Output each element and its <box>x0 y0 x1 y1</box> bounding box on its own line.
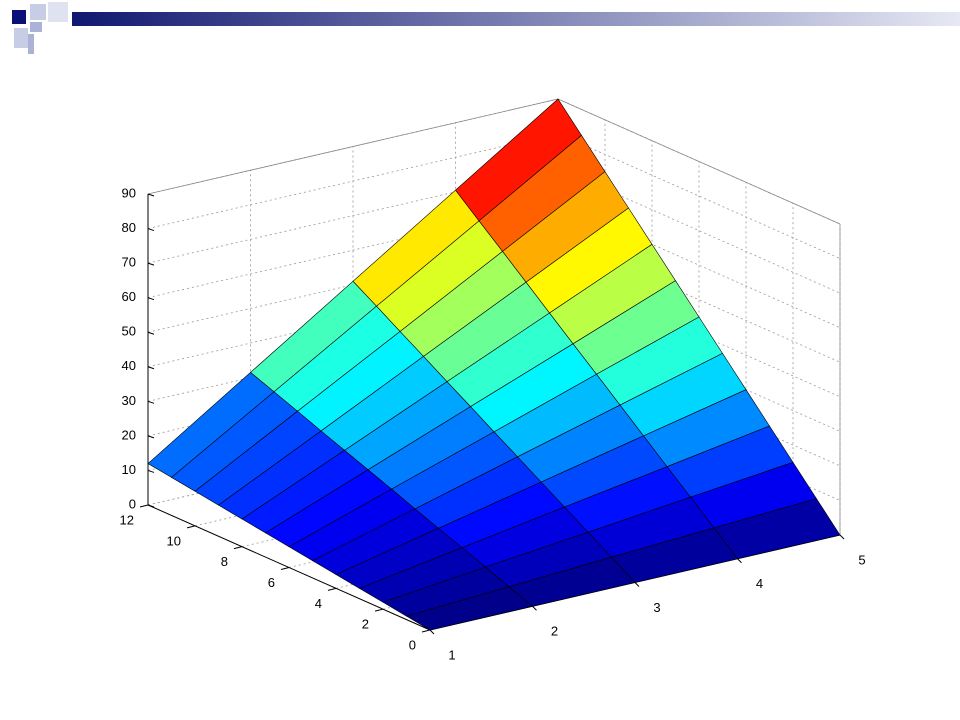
z-tick-label: 30 <box>122 393 136 408</box>
z-tick <box>147 193 155 197</box>
x-tick-label: 2 <box>551 624 558 639</box>
y-tick-label: 2 <box>362 617 369 632</box>
z-tick-label: 90 <box>122 185 136 200</box>
surface-face <box>405 586 534 631</box>
z-tick <box>147 504 155 508</box>
y-tick-label: 12 <box>120 512 134 527</box>
y-tick <box>421 629 431 633</box>
decor-square <box>30 4 46 20</box>
z-tick-label: 70 <box>122 255 136 270</box>
x-tick-label: 5 <box>858 552 865 567</box>
y-tick-label: 10 <box>167 533 181 548</box>
x-tick <box>429 629 435 635</box>
z-tick-label: 50 <box>122 324 136 339</box>
y-tick <box>233 546 243 550</box>
x-tick-label: 1 <box>448 647 455 662</box>
decor-square <box>14 28 28 48</box>
z-tick <box>147 435 155 439</box>
x-tick-label: 4 <box>756 576 763 591</box>
z-tick <box>147 297 155 301</box>
z-tick <box>147 400 155 404</box>
title-bar <box>72 12 960 26</box>
z-tick <box>147 228 155 232</box>
z-tick <box>147 469 155 473</box>
z-tick <box>147 262 155 266</box>
x-tick <box>634 582 640 587</box>
grid-line <box>147 133 559 229</box>
z-tick-label: 0 <box>129 496 136 511</box>
z-tick <box>147 366 155 370</box>
z-tick-label: 40 <box>122 358 136 373</box>
y-tick <box>139 504 149 508</box>
z-tick-label: 80 <box>122 220 136 235</box>
x-tick <box>737 558 742 564</box>
y-tick <box>186 525 196 529</box>
z-tick-label: 10 <box>122 462 136 477</box>
y-tick-label: 8 <box>221 554 228 569</box>
x-tick <box>532 605 537 611</box>
y-tick <box>327 587 337 591</box>
decor-square <box>30 22 42 32</box>
box-edge <box>147 98 559 195</box>
y-tick-label: 4 <box>315 596 322 611</box>
box-edge <box>557 98 841 225</box>
z-tick-label: 20 <box>122 427 136 442</box>
decor-square <box>48 2 68 22</box>
y-tick <box>280 567 290 570</box>
x-tick <box>839 534 845 540</box>
y-tick-label: 0 <box>409 637 416 652</box>
z-tick <box>147 331 155 335</box>
z-tick-label: 60 <box>122 289 136 304</box>
x-tick-label: 3 <box>653 600 660 615</box>
decor-square <box>12 10 26 24</box>
decor-square <box>28 34 34 54</box>
y-tick-label: 6 <box>268 575 275 590</box>
grid-line <box>557 133 841 259</box>
y-tick <box>374 608 384 612</box>
